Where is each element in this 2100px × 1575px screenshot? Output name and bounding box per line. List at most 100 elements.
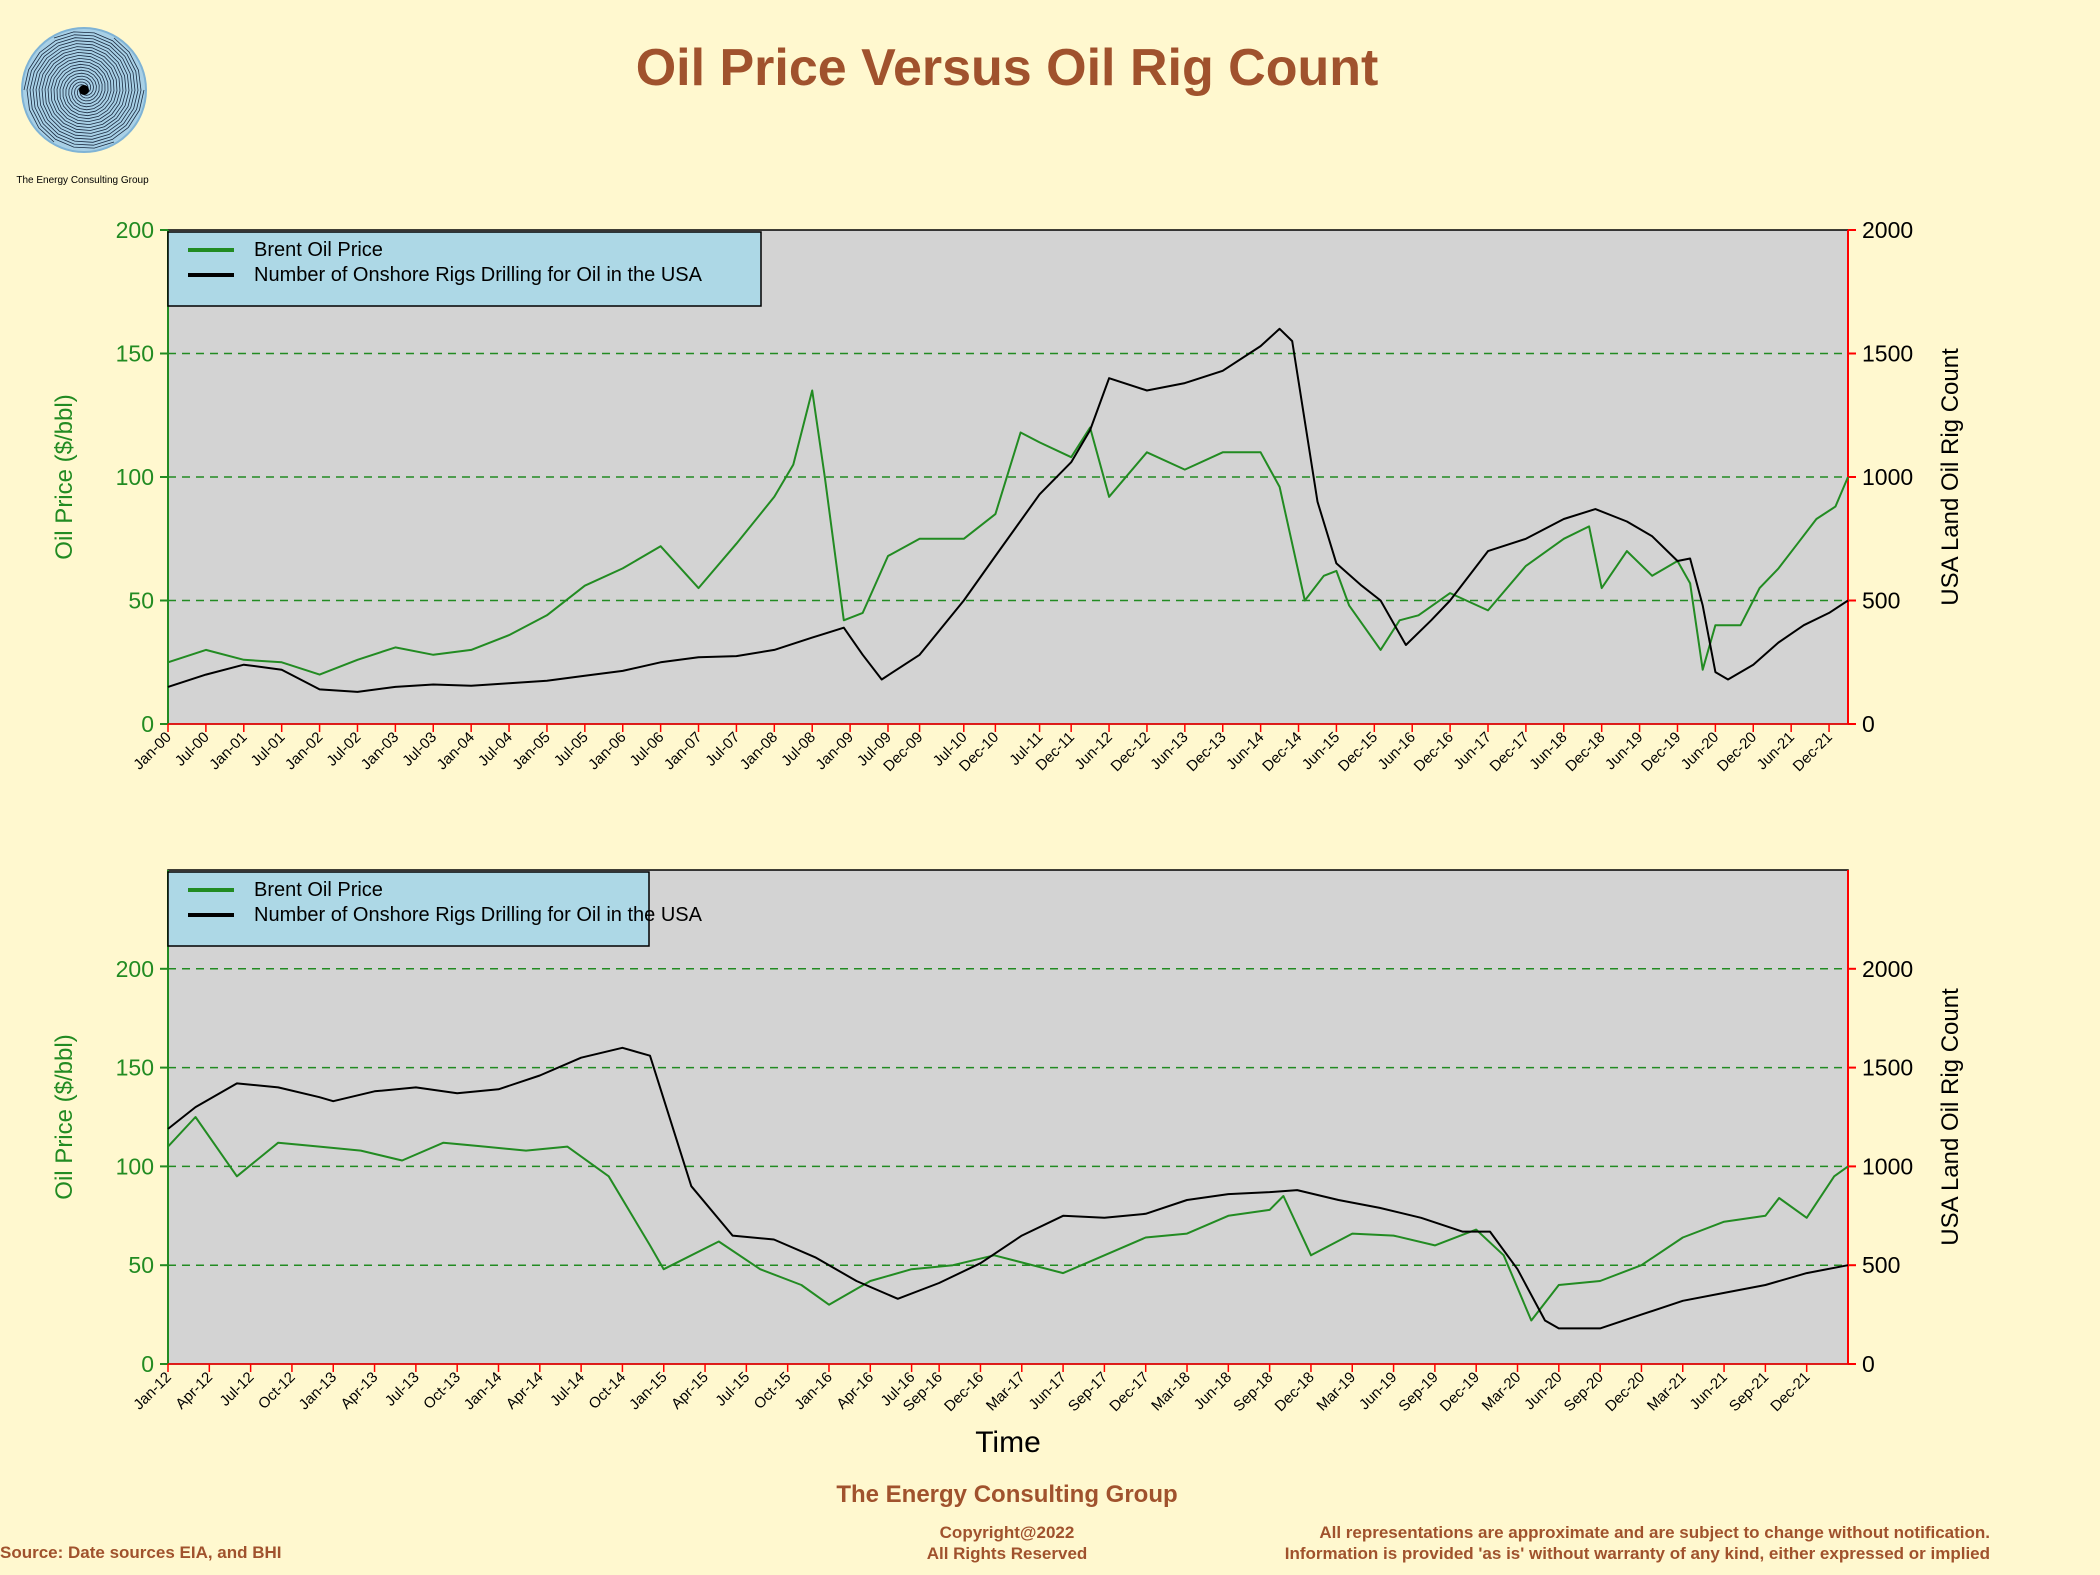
legend: Brent Oil Price Number of Onshore Rigs Dr… bbox=[167, 871, 703, 947]
footer-copyright: Copyright@2022 All Rights Reserved bbox=[0, 1522, 2014, 1564]
x-tick-label: Jun-19 bbox=[1602, 729, 1646, 773]
left-axis-label: Oil Price ($/bbl) bbox=[51, 1034, 78, 1199]
x-tick-label: Dec-21 bbox=[1767, 1369, 1813, 1415]
logo-spiral-icon bbox=[21, 27, 147, 153]
x-tick-label: Mar-20 bbox=[1479, 1369, 1525, 1415]
x-tick-label: Jan-01 bbox=[206, 729, 250, 773]
x-tick-label: Jul-15 bbox=[712, 1369, 753, 1410]
x-tick-label: Jul-03 bbox=[399, 729, 440, 770]
x-tick-label: Jun-14 bbox=[1223, 729, 1267, 773]
x-tick-label: Jan-09 bbox=[812, 729, 856, 773]
right-tick-label: 1000 bbox=[1862, 464, 1913, 490]
x-tick-label: Jan-14 bbox=[461, 1369, 505, 1413]
rights-line: All Rights Reserved bbox=[926, 1544, 1088, 1563]
left-tick-label: 200 bbox=[116, 956, 154, 982]
x-tick-label: Jul-01 bbox=[248, 729, 289, 770]
x-tick-label: Sep-19 bbox=[1395, 1369, 1441, 1415]
x-tick-label: Oct-15 bbox=[751, 1369, 795, 1413]
disclaimer-line: Information is provided 'as is' without … bbox=[1284, 1544, 1990, 1563]
x-tick-label: Jan-16 bbox=[791, 1369, 835, 1413]
x-tick-label: Jan-04 bbox=[434, 729, 478, 773]
x-tick-label: Dec-19 bbox=[1638, 729, 1684, 775]
x-tick-label: Dec-16 bbox=[941, 1369, 987, 1415]
x-tick-label: Jun-20 bbox=[1521, 1369, 1565, 1413]
rig-count-line bbox=[167, 327, 1849, 693]
x-tick-label: Jun-20 bbox=[1678, 729, 1722, 773]
x-tick-label: Dec-15 bbox=[1335, 729, 1381, 775]
left-tick-label: 100 bbox=[116, 1153, 154, 1179]
oil-price-line bbox=[167, 389, 1849, 676]
x-tick-label: Sep-18 bbox=[1230, 1369, 1276, 1415]
x-tick-label: Jun-21 bbox=[1754, 729, 1798, 773]
copyright-line: Copyright@2022 bbox=[939, 1523, 1075, 1542]
right-tick-label: 2000 bbox=[1862, 956, 1913, 982]
x-tick-label: Sep-17 bbox=[1065, 1369, 1111, 1415]
x-tick-label: Dec-17 bbox=[1106, 1369, 1152, 1415]
rig-count-line bbox=[167, 1046, 1849, 1330]
x-tick-label: Jan-08 bbox=[737, 729, 781, 773]
x-tick-label: Dec-13 bbox=[1183, 729, 1229, 775]
x-tick-label: Dec-16 bbox=[1411, 729, 1457, 775]
x-tick-label: Sep-21 bbox=[1726, 1369, 1772, 1415]
legend: Brent Oil Price Number of Onshore Rigs Dr… bbox=[167, 231, 762, 307]
x-tick-label: Jan-15 bbox=[626, 1369, 670, 1413]
left-tick-label: 0 bbox=[141, 711, 154, 737]
x-tick-label: Dec-17 bbox=[1487, 729, 1533, 775]
chart-recent-period: 0 50 100 150 200 Oil Price ($/bbl) 0 500 1000 150… bbox=[51, 869, 1964, 1459]
x-tick-label: Jul-04 bbox=[475, 729, 516, 770]
right-tick-label: 1000 bbox=[1862, 1153, 1913, 1179]
x-tick-label: Jul-07 bbox=[702, 729, 743, 770]
legend-label: Number of Onshore Rigs Drilling for Oil … bbox=[254, 904, 703, 926]
x-tick-label: Mar-21 bbox=[1644, 1369, 1690, 1415]
x-tick-label: Jul-05 bbox=[551, 729, 592, 770]
x-tick-label: Dec-20 bbox=[1602, 1369, 1648, 1415]
right-tick-label: 0 bbox=[1862, 711, 1875, 737]
x-tick-label: Dec-12 bbox=[1108, 729, 1154, 775]
x-tick-label: Jul-06 bbox=[627, 729, 668, 770]
right-tick-label: 2000 bbox=[1862, 217, 1913, 243]
x-tick-label: Jun-15 bbox=[1299, 729, 1343, 773]
x-tick-label: Jun-17 bbox=[1450, 729, 1494, 773]
x-tick-label: Mar-17 bbox=[983, 1369, 1029, 1415]
x-tick-label: Jun-16 bbox=[1375, 729, 1419, 773]
right-axis-label: USA Land Oil Rig Count bbox=[1937, 348, 1964, 606]
x-tick-label: Dec-20 bbox=[1714, 729, 1760, 775]
x-tick-label: Mar-19 bbox=[1313, 1369, 1359, 1415]
left-tick-label: 200 bbox=[116, 217, 154, 243]
right-tick-label: 500 bbox=[1862, 588, 1900, 614]
x-tick-label: Dec-18 bbox=[1562, 729, 1608, 775]
legend-box bbox=[167, 231, 762, 307]
legend-label: Number of Onshore Rigs Drilling for Oil … bbox=[254, 264, 703, 286]
page-title: Oil Price Versus Oil Rig Count bbox=[635, 39, 1379, 97]
x-tick-label: Jul-00 bbox=[172, 729, 213, 770]
x-tick-label: Jan-06 bbox=[585, 729, 629, 773]
left-tick-label: 150 bbox=[116, 341, 154, 367]
company-logo bbox=[14, 20, 154, 190]
x-tick-label: Jun-18 bbox=[1191, 1369, 1235, 1413]
disclaimer-line: All representations are approximate and … bbox=[1319, 1523, 1990, 1542]
x-tick-label: Oct-12 bbox=[255, 1369, 299, 1413]
x-tick-label: Jul-14 bbox=[547, 1369, 588, 1410]
x-tick-label: Dec-14 bbox=[1259, 729, 1305, 775]
x-tick-label: Jan-07 bbox=[661, 729, 705, 773]
x-tick-label: Sep-20 bbox=[1561, 1369, 1607, 1415]
oil-price-line bbox=[167, 1116, 1849, 1322]
left-tick-label: 150 bbox=[116, 1055, 154, 1081]
left-tick-label: 100 bbox=[116, 464, 154, 490]
x-tick-label: Apr-13 bbox=[338, 1369, 382, 1413]
x-tick-label: Apr-14 bbox=[503, 1369, 547, 1413]
x-tick-label: Jun-18 bbox=[1526, 729, 1570, 773]
x-tick-label: Jan-05 bbox=[509, 729, 553, 773]
logo-caption: The Energy Consulting Group bbox=[16, 175, 149, 186]
right-tick-label: 1500 bbox=[1862, 341, 1913, 367]
x-tick-label: Jan-03 bbox=[358, 729, 402, 773]
x-tick-label: Jun-12 bbox=[1071, 729, 1115, 773]
x-tick-label: Apr-16 bbox=[833, 1369, 877, 1413]
x-tick-label: Jan-13 bbox=[296, 1369, 340, 1413]
right-axis-label: USA Land Oil Rig Count bbox=[1937, 988, 1964, 1246]
chart-full-period: 0 50 100 150 200 Oil Price ($/bbl) 0 500 1000 150… bbox=[51, 217, 1964, 775]
x-tick-label: Jul-02 bbox=[323, 729, 364, 770]
x-tick-label: Jan-02 bbox=[282, 729, 326, 773]
right-tick-label: 1500 bbox=[1862, 1055, 1913, 1081]
footer-disclaimer: All representations are approximate and … bbox=[1285, 1522, 1990, 1564]
